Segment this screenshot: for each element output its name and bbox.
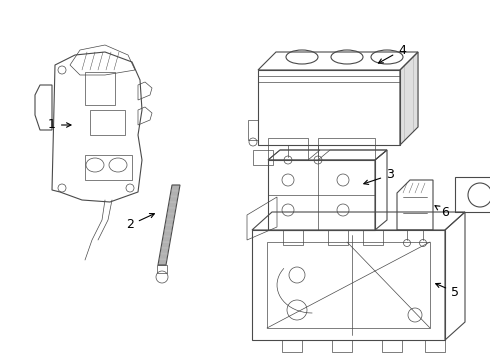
Text: 6: 6 xyxy=(435,206,449,219)
Text: 1: 1 xyxy=(48,118,71,131)
Text: 4: 4 xyxy=(378,44,406,63)
Text: 2: 2 xyxy=(126,213,154,231)
Text: 3: 3 xyxy=(364,168,394,184)
Text: 5: 5 xyxy=(436,283,459,298)
